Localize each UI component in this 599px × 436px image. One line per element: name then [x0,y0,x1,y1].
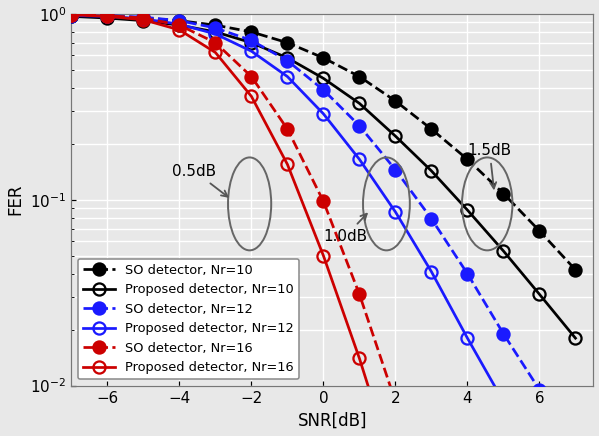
Proposed detector, Nr=12 [500,399,507,404]
SO detector, Nr=16 [104,13,111,18]
Proposed detector, Nr=10 [211,29,219,34]
SO detector, Nr=10 [140,15,147,20]
SO detector, Nr=16 [68,12,75,17]
SO detector, Nr=16 [247,74,255,79]
SO detector, Nr=10 [428,126,435,132]
SO detector, Nr=12 [536,387,543,392]
SO detector, Nr=12 [211,25,219,31]
Proposed detector, Nr=12 [319,111,326,116]
Legend: SO detector, Nr=10, Proposed detector, Nr=10, SO detector, Nr=12, Proposed detec: SO detector, Nr=10, Proposed detector, N… [78,259,299,379]
Proposed detector, Nr=12 [356,157,363,162]
Proposed detector, Nr=12 [176,22,183,27]
Proposed detector, Nr=10 [536,292,543,297]
SO detector, Nr=10 [571,267,579,272]
Proposed detector, Nr=10 [571,336,579,341]
Proposed detector, Nr=16 [356,356,363,361]
SO detector, Nr=10 [211,23,219,28]
Line: Proposed detector, Nr=10: Proposed detector, Nr=10 [65,10,581,344]
X-axis label: SNR[dB]: SNR[dB] [298,412,367,430]
SO detector, Nr=12 [104,13,111,18]
Proposed detector, Nr=10 [464,208,471,213]
Proposed detector, Nr=10 [356,101,363,106]
Text: 1.0dB: 1.0dB [323,214,367,244]
SO detector, Nr=12 [392,167,399,172]
SO detector, Nr=16 [319,199,326,204]
SO detector, Nr=12 [319,87,326,92]
Proposed detector, Nr=12 [283,74,291,79]
SO detector, Nr=16 [392,399,399,404]
Text: 1.5dB: 1.5dB [467,143,511,188]
SO detector, Nr=12 [356,123,363,129]
Line: SO detector, Nr=10: SO detector, Nr=10 [65,10,581,276]
SO detector, Nr=10 [536,228,543,234]
SO detector, Nr=12 [464,271,471,276]
Proposed detector, Nr=16 [176,27,183,33]
Proposed detector, Nr=16 [68,12,75,17]
Y-axis label: FER: FER [6,184,24,215]
SO detector, Nr=12 [247,38,255,43]
Proposed detector, Nr=10 [319,76,326,81]
SO detector, Nr=12 [68,12,75,17]
Proposed detector, Nr=10 [68,14,75,19]
SO detector, Nr=10 [464,157,471,162]
Proposed detector, Nr=10 [140,18,147,23]
SO detector, Nr=12 [140,14,147,20]
SO detector, Nr=10 [104,14,111,19]
Proposed detector, Nr=16 [283,162,291,167]
Proposed detector, Nr=10 [104,15,111,20]
Proposed detector, Nr=12 [211,31,219,37]
Proposed detector, Nr=12 [392,209,399,215]
SO detector, Nr=12 [176,18,183,23]
Line: Proposed detector, Nr=12: Proposed detector, Nr=12 [65,10,581,436]
Proposed detector, Nr=12 [464,336,471,341]
SO detector, Nr=12 [283,58,291,63]
Proposed detector, Nr=10 [283,55,291,61]
SO detector, Nr=12 [500,331,507,337]
SO detector, Nr=12 [428,216,435,221]
Proposed detector, Nr=16 [247,94,255,99]
Proposed detector, Nr=16 [211,50,219,55]
Proposed detector, Nr=12 [140,16,147,21]
SO detector, Nr=16 [176,23,183,28]
Proposed detector, Nr=10 [428,168,435,174]
Proposed detector, Nr=16 [319,253,326,258]
Proposed detector, Nr=10 [500,249,507,254]
Proposed detector, Nr=10 [176,23,183,28]
Proposed detector, Nr=16 [104,14,111,19]
SO detector, Nr=10 [500,191,507,196]
SO detector, Nr=16 [356,292,363,297]
SO detector, Nr=16 [283,126,291,132]
Proposed detector, Nr=12 [68,13,75,18]
Line: Proposed detector, Nr=16: Proposed detector, Nr=16 [65,9,473,436]
SO detector, Nr=10 [356,74,363,79]
Line: SO detector, Nr=16: SO detector, Nr=16 [65,9,473,436]
SO detector, Nr=10 [319,55,326,61]
Proposed detector, Nr=12 [428,269,435,274]
Text: 0.5dB: 0.5dB [172,164,228,197]
SO detector, Nr=10 [392,99,399,104]
SO detector, Nr=10 [68,13,75,18]
Proposed detector, Nr=16 [140,17,147,22]
SO detector, Nr=10 [247,29,255,34]
SO detector, Nr=10 [283,40,291,45]
Proposed detector, Nr=12 [247,48,255,54]
Proposed detector, Nr=12 [104,14,111,19]
Proposed detector, Nr=10 [392,133,399,139]
SO detector, Nr=10 [176,18,183,23]
SO detector, Nr=16 [211,40,219,45]
Line: SO detector, Nr=12: SO detector, Nr=12 [65,9,581,436]
Proposed detector, Nr=10 [247,40,255,45]
SO detector, Nr=16 [140,15,147,20]
